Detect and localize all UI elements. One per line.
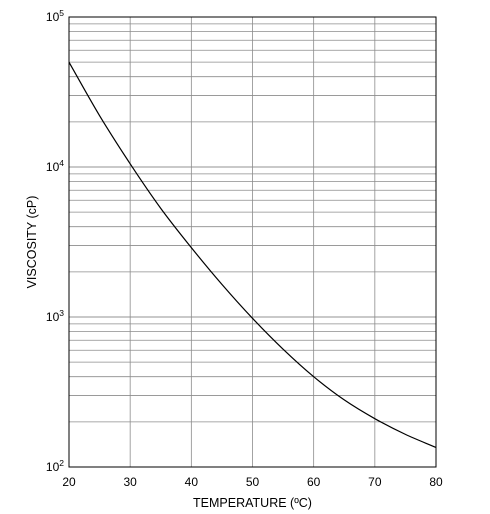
x-tick-label: 50 [246,475,260,489]
y-axis-title: VISCOSITY (cP) [25,196,39,289]
x-tick-labels: 20 30 40 50 60 70 80 [62,475,443,489]
viscosity-curve [68,61,437,449]
x-tick-label: 40 [185,475,199,489]
grid [69,17,436,467]
x-tick-label: 30 [123,475,137,489]
x-tick-label: 20 [62,475,76,489]
x-tick-label: 60 [307,475,321,489]
y-tick-label: 105 [46,8,64,24]
y-tick-labels: 102 103 104 105 [46,8,64,474]
plot-frame [68,16,437,468]
x-tick-label: 70 [368,475,382,489]
y-tick-label: 104 [46,158,64,174]
x-tick-label: 80 [429,475,443,489]
y-tick-label: 103 [46,308,64,324]
y-tick-label: 102 [46,458,64,474]
x-axis-title: TEMPERATURE (ºC) [193,496,312,510]
